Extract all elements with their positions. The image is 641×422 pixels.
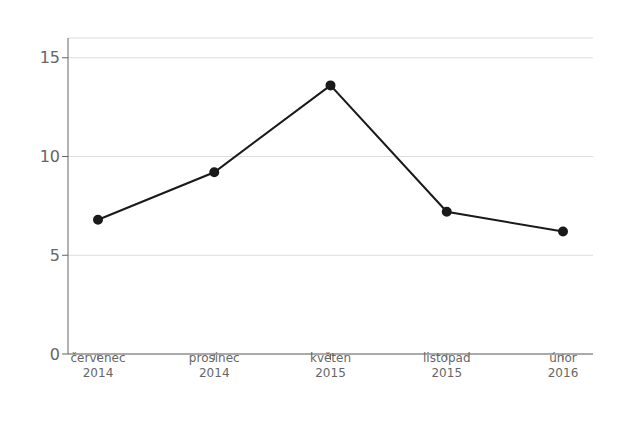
svg-text:prosinec2014: prosinec2014: [189, 351, 240, 380]
svg-text:5: 5: [50, 246, 60, 265]
svg-text:červenec2014: červenec2014: [71, 351, 126, 380]
svg-text:10: 10: [40, 147, 60, 166]
svg-text:květen2015: květen2015: [310, 351, 351, 380]
svg-text:15: 15: [40, 48, 60, 67]
svg-text:listopad2015: listopad2015: [423, 351, 471, 380]
svg-text:0: 0: [50, 345, 60, 364]
svg-text:únor2016: únor2016: [548, 351, 579, 380]
